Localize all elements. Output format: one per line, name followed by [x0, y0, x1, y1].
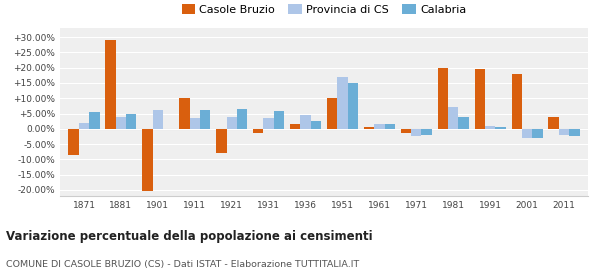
Bar: [237, 109, 247, 129]
Bar: [548, 116, 559, 129]
Bar: [485, 126, 496, 129]
Bar: [448, 108, 458, 129]
Bar: [421, 129, 432, 135]
Bar: [532, 129, 542, 138]
Bar: [152, 111, 163, 129]
Bar: [142, 129, 152, 192]
Bar: [116, 116, 126, 129]
Bar: [512, 74, 522, 129]
Bar: [79, 123, 89, 129]
Text: Variazione percentuale della popolazione ai censimenti: Variazione percentuale della popolazione…: [6, 230, 373, 242]
Bar: [458, 116, 469, 129]
Bar: [216, 129, 227, 153]
Bar: [364, 127, 374, 129]
Bar: [179, 98, 190, 129]
Bar: [311, 121, 321, 129]
Bar: [385, 124, 395, 129]
Bar: [327, 98, 337, 129]
Bar: [227, 116, 237, 129]
Bar: [401, 129, 411, 133]
Bar: [347, 83, 358, 129]
Bar: [337, 77, 347, 129]
Bar: [263, 118, 274, 129]
Bar: [569, 129, 580, 136]
Bar: [274, 111, 284, 129]
Bar: [89, 112, 100, 129]
Bar: [496, 127, 506, 129]
Legend: Casole Bruzio, Provincia di CS, Calabria: Casole Bruzio, Provincia di CS, Calabria: [177, 0, 471, 19]
Bar: [126, 113, 136, 129]
Bar: [301, 115, 311, 129]
Bar: [68, 129, 79, 155]
Bar: [411, 129, 421, 136]
Bar: [475, 69, 485, 129]
Bar: [559, 129, 569, 135]
Bar: [522, 129, 532, 138]
Bar: [374, 124, 385, 129]
Bar: [438, 68, 448, 129]
Bar: [106, 40, 116, 129]
Bar: [253, 129, 263, 133]
Bar: [190, 118, 200, 129]
Bar: [200, 111, 210, 129]
Text: COMUNE DI CASOLE BRUZIO (CS) - Dati ISTAT - Elaborazione TUTTITALIA.IT: COMUNE DI CASOLE BRUZIO (CS) - Dati ISTA…: [6, 260, 359, 269]
Bar: [290, 124, 301, 129]
